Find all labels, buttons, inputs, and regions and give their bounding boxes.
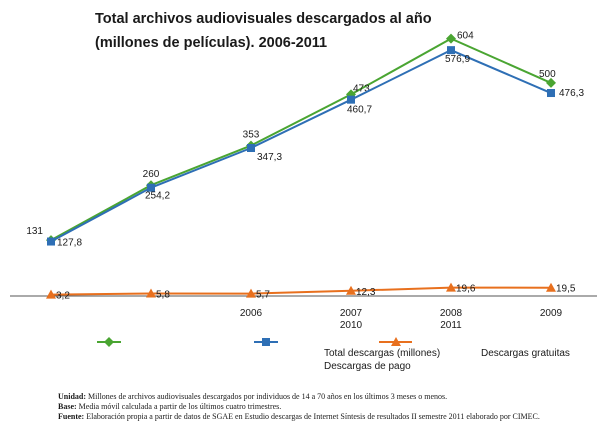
legend-pago-label: Descargas de pago xyxy=(324,361,411,372)
data-label-total-0: 131 xyxy=(26,226,43,237)
point-total-4 xyxy=(446,33,456,44)
note-unidad: Unidad: Millones de archivos audiovisual… xyxy=(58,392,598,402)
legend-gratuitas-triangle-icon xyxy=(391,337,401,346)
note-unidad-text: Millones de archivos audiovisuales desca… xyxy=(88,392,448,401)
point-gratuitas-0 xyxy=(46,289,56,299)
data-label-pago-3: 460,7 xyxy=(347,105,372,116)
x-tick-label-2-a: 2006 xyxy=(240,308,263,319)
data-label-gratuitas-5: 19,5 xyxy=(556,284,576,295)
data-label-gratuitas-3: 12,3 xyxy=(356,287,376,298)
x-tick-label-4-a: 2008 xyxy=(440,308,463,319)
legend-pago-square-icon xyxy=(262,338,270,346)
point-gratuitas-3 xyxy=(346,285,356,295)
note-base-key: Base: xyxy=(58,402,77,411)
series-layer: 131 260 353 473 604 500 127,8 254,2 347,3 460,7 57… xyxy=(26,31,584,302)
note-fuente-key: Fuente: xyxy=(58,412,85,421)
chart-title-line-2: (millones de películas). 2006-2011 xyxy=(95,35,327,51)
data-label-pago-5: 476,3 xyxy=(559,88,584,99)
x-tick-label-5-a: 2009 xyxy=(540,308,563,319)
chart-title-line-1: Total archivos audiovisuales descargados… xyxy=(95,11,432,27)
note-base: Base: Media móvil calculada a partir de … xyxy=(58,402,598,412)
legend-total-diamond-icon xyxy=(104,337,114,347)
footnotes: Unidad: Millones de archivos audiovisual… xyxy=(58,392,598,422)
data-label-pago-0: 127,8 xyxy=(57,238,82,249)
data-label-total-3: 473 xyxy=(353,83,370,94)
data-label-total-5: 500 xyxy=(539,69,556,80)
point-pago-4 xyxy=(447,46,455,55)
data-label-gratuitas-1: 5,8 xyxy=(156,290,170,301)
point-gratuitas-1 xyxy=(146,288,156,298)
data-label-pago-1: 254,2 xyxy=(145,191,170,202)
point-pago-1 xyxy=(147,183,155,192)
note-base-text: Media móvil calculada a partir de los úl… xyxy=(78,402,282,411)
legend-total-label: Total descargas (millones) xyxy=(324,348,440,359)
x-tick-label-3-a: 2007 xyxy=(340,308,363,319)
note-fuente: Fuente: Elaboración propia a partir de d… xyxy=(58,412,598,422)
series-gratuitas-line xyxy=(50,286,552,296)
data-label-gratuitas-2: 5,7 xyxy=(256,290,270,301)
x-tick-label-4-b: 2011 xyxy=(440,320,462,331)
data-label-pago-2: 347,3 xyxy=(257,152,282,163)
data-label-total-1: 260 xyxy=(143,169,160,180)
point-pago-3 xyxy=(347,95,355,104)
point-pago-2 xyxy=(247,143,255,152)
data-label-total-4: 604 xyxy=(457,31,474,42)
data-label-pago-4: 576,9 xyxy=(445,54,470,65)
series-total-line xyxy=(50,37,552,242)
point-gratuitas-5 xyxy=(546,282,556,292)
point-total-5 xyxy=(546,77,556,88)
point-pago-5 xyxy=(547,89,555,98)
data-label-total-2: 353 xyxy=(243,130,260,141)
series-gratuitas: 3,2 5,8 5,7 12,3 19,6 19,5 xyxy=(46,282,576,302)
data-label-gratuitas-4: 19,6 xyxy=(456,284,476,295)
legend-gratuitas-label: Descargas gratuitas xyxy=(481,348,570,359)
data-label-gratuitas-0: 3,2 xyxy=(56,291,70,302)
legend: Total descargas (millones) Descargas de … xyxy=(97,337,570,372)
x-tick-label-3-b: 2010 xyxy=(340,320,363,331)
point-gratuitas-2 xyxy=(246,288,256,298)
note-unidad-key: Unidad: xyxy=(58,392,87,401)
point-pago-0 xyxy=(47,237,55,246)
series-pago: 127,8 254,2 347,3 460,7 576,9 476,3 xyxy=(47,46,584,249)
series-pago-line xyxy=(50,49,552,243)
point-gratuitas-4 xyxy=(446,282,456,292)
note-fuente-text: Elaboración propia a partir de datos de … xyxy=(86,412,540,421)
